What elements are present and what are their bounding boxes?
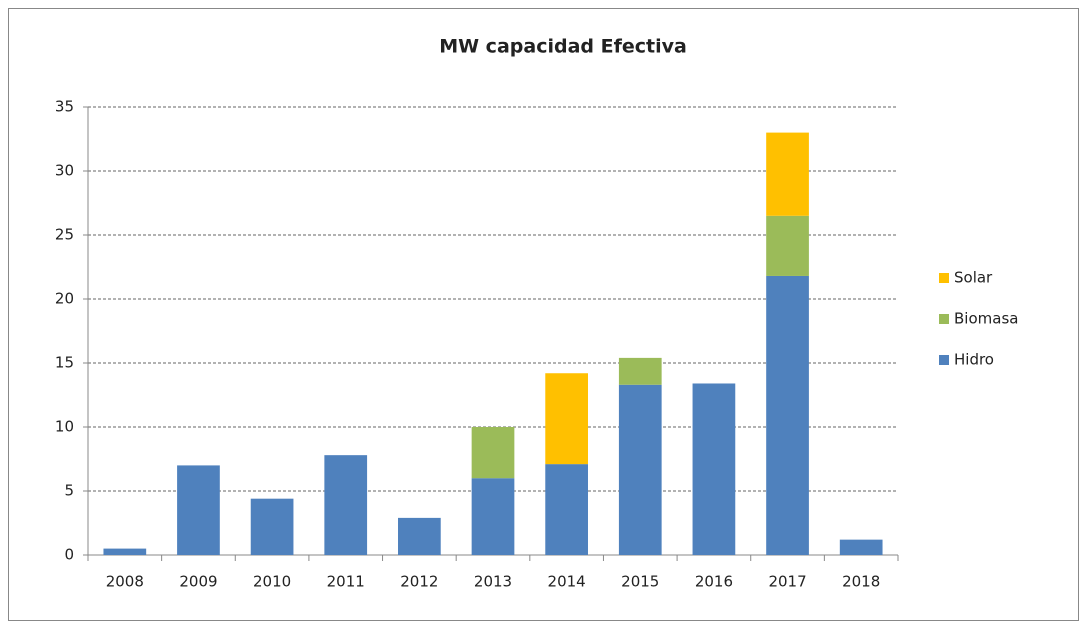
x-tick-label: 2009 — [179, 573, 217, 591]
x-tick-label: 2011 — [327, 573, 365, 591]
y-tick-label: 30 — [55, 162, 74, 180]
y-tick-label: 10 — [55, 418, 74, 436]
bar-segment — [545, 373, 588, 465]
bar-segment — [766, 132, 809, 216]
bar-segment — [324, 455, 368, 555]
bar-segment — [618, 357, 662, 385]
bar-segment — [545, 464, 588, 555]
y-tick-label: 5 — [64, 482, 74, 500]
legend-swatch — [939, 355, 949, 365]
bar-segment — [103, 548, 147, 555]
bar-segment — [471, 478, 515, 555]
x-tick-label: 2014 — [548, 573, 586, 591]
x-tick-label: 2015 — [621, 573, 659, 591]
bar-segment — [766, 275, 809, 555]
legend-swatch — [939, 314, 949, 324]
y-tick-label: 20 — [55, 290, 74, 308]
y-tick-label: 35 — [55, 98, 74, 116]
x-tick-label: 2016 — [695, 573, 733, 591]
bar-segment — [618, 384, 662, 555]
legend-label: Solar — [954, 269, 993, 287]
bar-segment — [250, 498, 294, 555]
legend-label: Biomasa — [954, 310, 1018, 328]
bar-segment — [471, 427, 515, 479]
legend-label: Hidro — [954, 351, 994, 369]
bar-segment — [692, 383, 736, 555]
y-tick-label: 25 — [55, 226, 74, 244]
bar-segment — [766, 215, 809, 276]
y-tick-label: 0 — [64, 546, 74, 564]
y-tick-label: 15 — [55, 354, 74, 372]
x-tick-label: 2012 — [400, 573, 438, 591]
x-tick-label: 2017 — [768, 573, 806, 591]
bar-segment — [398, 517, 441, 555]
x-tick-label: 2018 — [842, 573, 880, 591]
legend-swatch — [939, 273, 949, 283]
x-tick-label: 2013 — [474, 573, 512, 591]
bar-segment — [839, 539, 883, 555]
x-tick-label: 2008 — [106, 573, 144, 591]
chart-border — [8, 8, 1079, 621]
bar-segment — [177, 465, 220, 555]
chart-title: MW capacidad Efectiva — [439, 36, 687, 58]
x-tick-label: 2010 — [253, 573, 291, 591]
